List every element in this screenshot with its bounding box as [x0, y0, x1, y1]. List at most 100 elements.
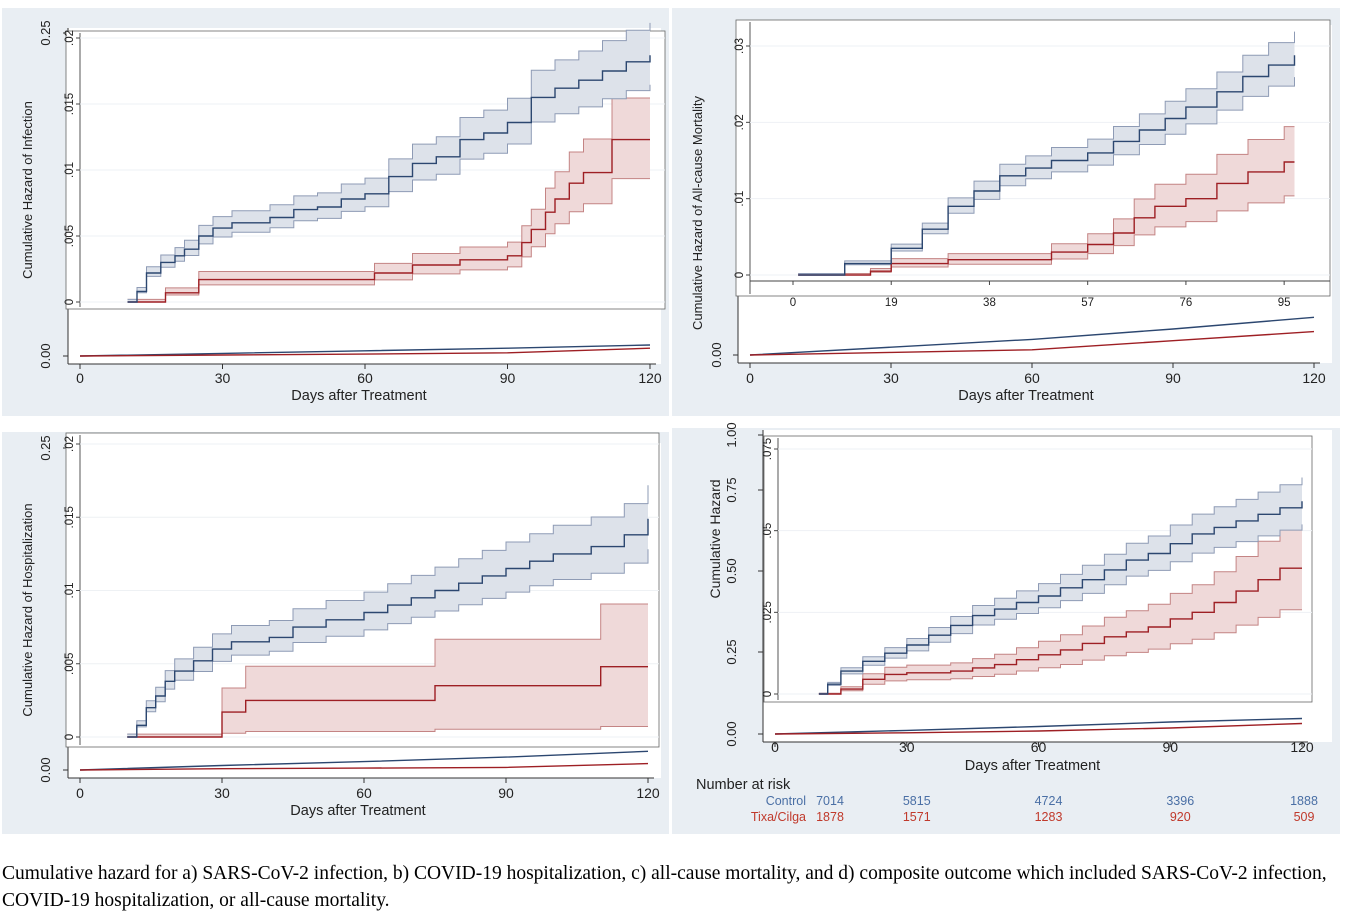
y-tick-label: 0.25 — [38, 435, 53, 460]
inset-x-tick-label: 19 — [885, 297, 898, 309]
series-tixa — [127, 666, 648, 738]
outer-series-tixa — [749, 330, 1315, 356]
y-tick-label: 0.00 — [709, 342, 724, 367]
ci-upper-tixa — [818, 525, 1302, 694]
risk-table-background — [672, 773, 1340, 834]
inset-y-tick-label: 0 — [64, 299, 76, 305]
risk-value: 1283 — [1035, 810, 1063, 824]
ci-upper-tixa — [127, 603, 648, 735]
outer-series-tixa — [79, 347, 651, 357]
ci-lower-control — [127, 84, 651, 303]
outer-series-tixa — [79, 762, 649, 771]
x-axis-label: Days after Treatment — [965, 758, 1100, 774]
inset-y-tick-label: .02 — [64, 436, 76, 452]
risk-row-label: Tixa/Cilga — [751, 810, 806, 824]
x-tick-label: 120 — [638, 370, 662, 386]
ci-upper-control — [127, 22, 651, 300]
y-tick-label: 0.50 — [724, 558, 739, 583]
y-tick-label: 0.00 — [38, 343, 53, 368]
inset-y-tick-label: .03 — [734, 38, 746, 54]
ci-band-control — [818, 477, 1302, 694]
risk-value: 4724 — [1035, 794, 1063, 808]
ci-upper-tixa — [127, 97, 650, 300]
risk-value: 5815 — [903, 794, 931, 808]
figure-caption: Cumulative hazard for a) SARS-CoV-2 infe… — [2, 863, 1327, 911]
y-tick-label: 1.00 — [724, 422, 739, 447]
x-tick-label: 0 — [771, 739, 779, 755]
y-tick-label: 0.75 — [724, 477, 739, 502]
x-tick-label: 90 — [1162, 739, 1178, 755]
ci-band-tixa — [127, 98, 650, 302]
series-control — [127, 55, 651, 303]
risk-row-label: Control — [766, 794, 806, 808]
inset-y-tick-label: .01 — [734, 191, 746, 207]
x-tick-label: 120 — [636, 785, 660, 801]
x-tick-label: 120 — [1290, 739, 1314, 755]
outer-series-control — [79, 750, 649, 771]
x-tick-label: 60 — [1024, 370, 1040, 386]
ci-upper-control — [818, 477, 1303, 694]
inset-x-tick-label: 38 — [983, 297, 996, 309]
x-tick-label: 30 — [899, 739, 915, 755]
y-tick-label: 0.25 — [38, 20, 53, 45]
y-tick-label: 0.00 — [724, 721, 739, 746]
panel-infection: 0 30 60 90 120 Days after Treatment 0.00 0.25 0.… — [2, 8, 669, 416]
y-tick-label: 0.25 — [724, 639, 739, 664]
ci-lower-tixa — [798, 195, 1295, 276]
y-tick-label: 0.00 — [38, 757, 53, 782]
inset-plot: 0 .025 .05 .075 — [762, 435, 1313, 703]
outer-series-control — [79, 344, 651, 357]
inset-plot: 0 .01 .02 .03 Cumulative Hazard of All-cause… — [690, 19, 1331, 330]
inset-plot: 0 .005 .01 .015 .02 Cumulative Hazard of Infe… — [20, 22, 666, 310]
risk-value: 920 — [1170, 810, 1191, 824]
inset-x-tick-label: 76 — [1180, 297, 1193, 309]
x-tick-label: 90 — [498, 785, 514, 801]
series-tixa — [127, 138, 650, 303]
inset-y-tick-label: .015 — [64, 93, 76, 115]
inset-y-axis-label: Cumulative Hazard of All-cause Mortality — [690, 95, 705, 330]
panel-composite: 0 30 60 90 120 Days after Treatment 0.00 0.25 0.… — [672, 422, 1340, 774]
inset-plot: 0 .005 .01 .015 .02 Cumulative Hazard of Hosp… — [20, 432, 660, 748]
series-tixa — [818, 567, 1302, 695]
inset-y-tick-label: 0 — [64, 734, 76, 740]
panel-mortality: 0 30 60 90 120 Days after Treatment 0.00 0 .01 .0… — [672, 8, 1340, 416]
x-tick-label: 60 — [1031, 739, 1047, 755]
risk-value: 3396 — [1166, 794, 1194, 808]
inset-y-tick-label: .05 — [762, 523, 774, 539]
outer-series-control — [749, 316, 1315, 356]
inset-y-tick-label: .01 — [64, 162, 76, 178]
inset-y-tick-label: .005 — [64, 653, 76, 675]
inset-x-tick-label: 0 — [790, 297, 796, 309]
y-axis-label: Cumulative Hazard — [707, 479, 723, 598]
inset-y-tick-label: .005 — [64, 225, 76, 247]
x-tick-label: 120 — [1302, 370, 1326, 386]
ci-band-tixa — [818, 526, 1302, 694]
ci-upper-control — [127, 485, 649, 735]
risk-value: 1571 — [903, 810, 931, 824]
inset-y-tick-label: .02 — [734, 114, 746, 130]
x-tick-label: 0 — [76, 785, 84, 801]
inset-y-tick-label: .01 — [64, 583, 76, 599]
series-tixa — [798, 161, 1295, 276]
panel-hospitalization: 0 30 60 90 120 Days after Treatment 0.00 0.25 0.… — [2, 432, 669, 834]
series-control — [798, 55, 1296, 276]
series-control — [818, 501, 1303, 695]
inset-y-tick-label: .075 — [762, 438, 774, 460]
ci-lower-tixa — [127, 178, 650, 303]
ci-band-tixa — [127, 604, 649, 737]
x-tick-label: 30 — [215, 370, 231, 386]
inset-y-axis-label: Cumulative Hazard of Hospitalization — [20, 503, 35, 716]
x-tick-label: 90 — [500, 370, 516, 386]
x-tick-label: 60 — [356, 785, 372, 801]
ci-band-control — [798, 31, 1295, 275]
ci-upper-tixa — [798, 126, 1295, 274]
x-axis-label: Days after Treatment — [290, 803, 425, 819]
inset-y-tick-label: 0 — [734, 272, 746, 278]
inset-x-tick-label: 95 — [1278, 297, 1291, 309]
x-tick-label: 0 — [746, 370, 754, 386]
x-tick-label: 30 — [883, 370, 899, 386]
x-tick-label: 60 — [357, 370, 373, 386]
x-tick-label: 0 — [76, 370, 84, 386]
inset-y-tick-label: .02 — [64, 30, 76, 46]
